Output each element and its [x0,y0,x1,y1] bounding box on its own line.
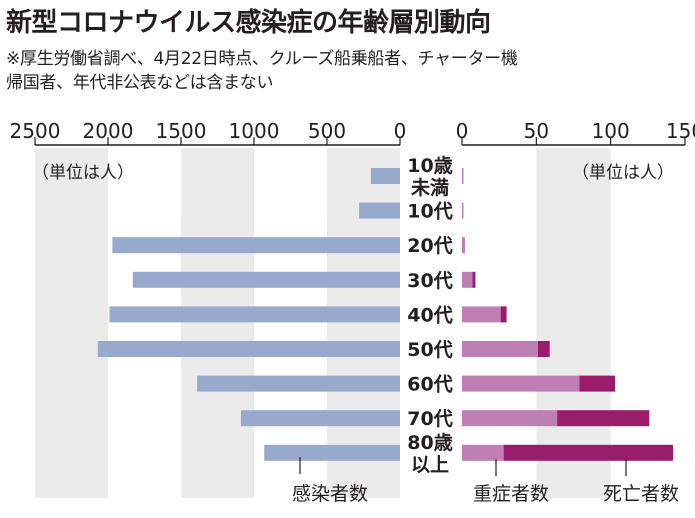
death-bar [537,341,550,357]
right-unit-label: （単位は人） [572,163,674,183]
infected-bar [240,410,400,427]
left-unit-label: （単位は人） [32,163,134,183]
category-label: 40代 [407,304,452,326]
category-label: 20代 [407,235,452,257]
left-grid-band [181,148,254,498]
left-tick-label: 500 [308,119,346,143]
right-tick-label: 100 [592,119,630,143]
death-bar [503,444,674,461]
left-tick-label: 0 [394,119,407,143]
category-label: 10代 [407,201,452,223]
infected-bar [132,271,400,288]
severe-bar [462,202,464,219]
death-bar [557,410,650,427]
severe-bar [462,271,473,288]
infected-bar [359,202,400,219]
series-label-severe: 重症者数 [473,483,549,505]
left-tick-label: 1500 [156,119,207,143]
right-tick-label: 50 [524,119,549,143]
severe-bar [462,237,465,254]
category-label: 70代 [407,408,452,430]
infected-bar [109,306,401,323]
series-label-infected: 感染者数 [292,483,368,505]
left-tick-label: 2500 [10,119,61,143]
chart-note-line-2: 帰国者、年代非公表などは含まない [6,73,274,93]
left-tick-label: 2000 [83,119,134,143]
infected-bar [97,341,400,357]
infected-bar [112,237,400,254]
death-bar [500,306,507,323]
category-label: 30代 [407,270,452,292]
left-tick-label: 1000 [229,119,280,143]
category-label: 10歳 [407,155,452,177]
infected-bar [264,444,400,461]
category-label: 60代 [407,374,452,396]
severe-bar [462,444,504,461]
severe-bar [462,341,538,357]
right-tick-label: 150 [666,119,695,143]
right-grid-band [536,148,611,498]
chart-title: 新型コロナウイルス感染症の年齢層別動向 [6,8,491,38]
right-tick-label: 0 [456,119,469,143]
infected-bar [197,375,400,392]
severe-bar [462,410,558,427]
category-label: 未満 [410,176,449,199]
death-bar [472,271,476,288]
left-grid-band [35,148,108,498]
chart-note-line-1: ※厚生労働省調べ、4月22日時点、クルーズ船乗船者、チャーター機 [6,49,518,69]
series-label-deaths: 死亡者数 [603,483,679,505]
infected-bar [370,168,400,184]
category-label: 50代 [407,339,452,361]
death-bar [579,375,616,392]
category-label: 80歳 [407,432,452,454]
severe-bar [462,375,580,392]
category-label: 以上 [411,454,449,476]
severe-bar [462,306,501,323]
severe-bar [462,168,464,184]
